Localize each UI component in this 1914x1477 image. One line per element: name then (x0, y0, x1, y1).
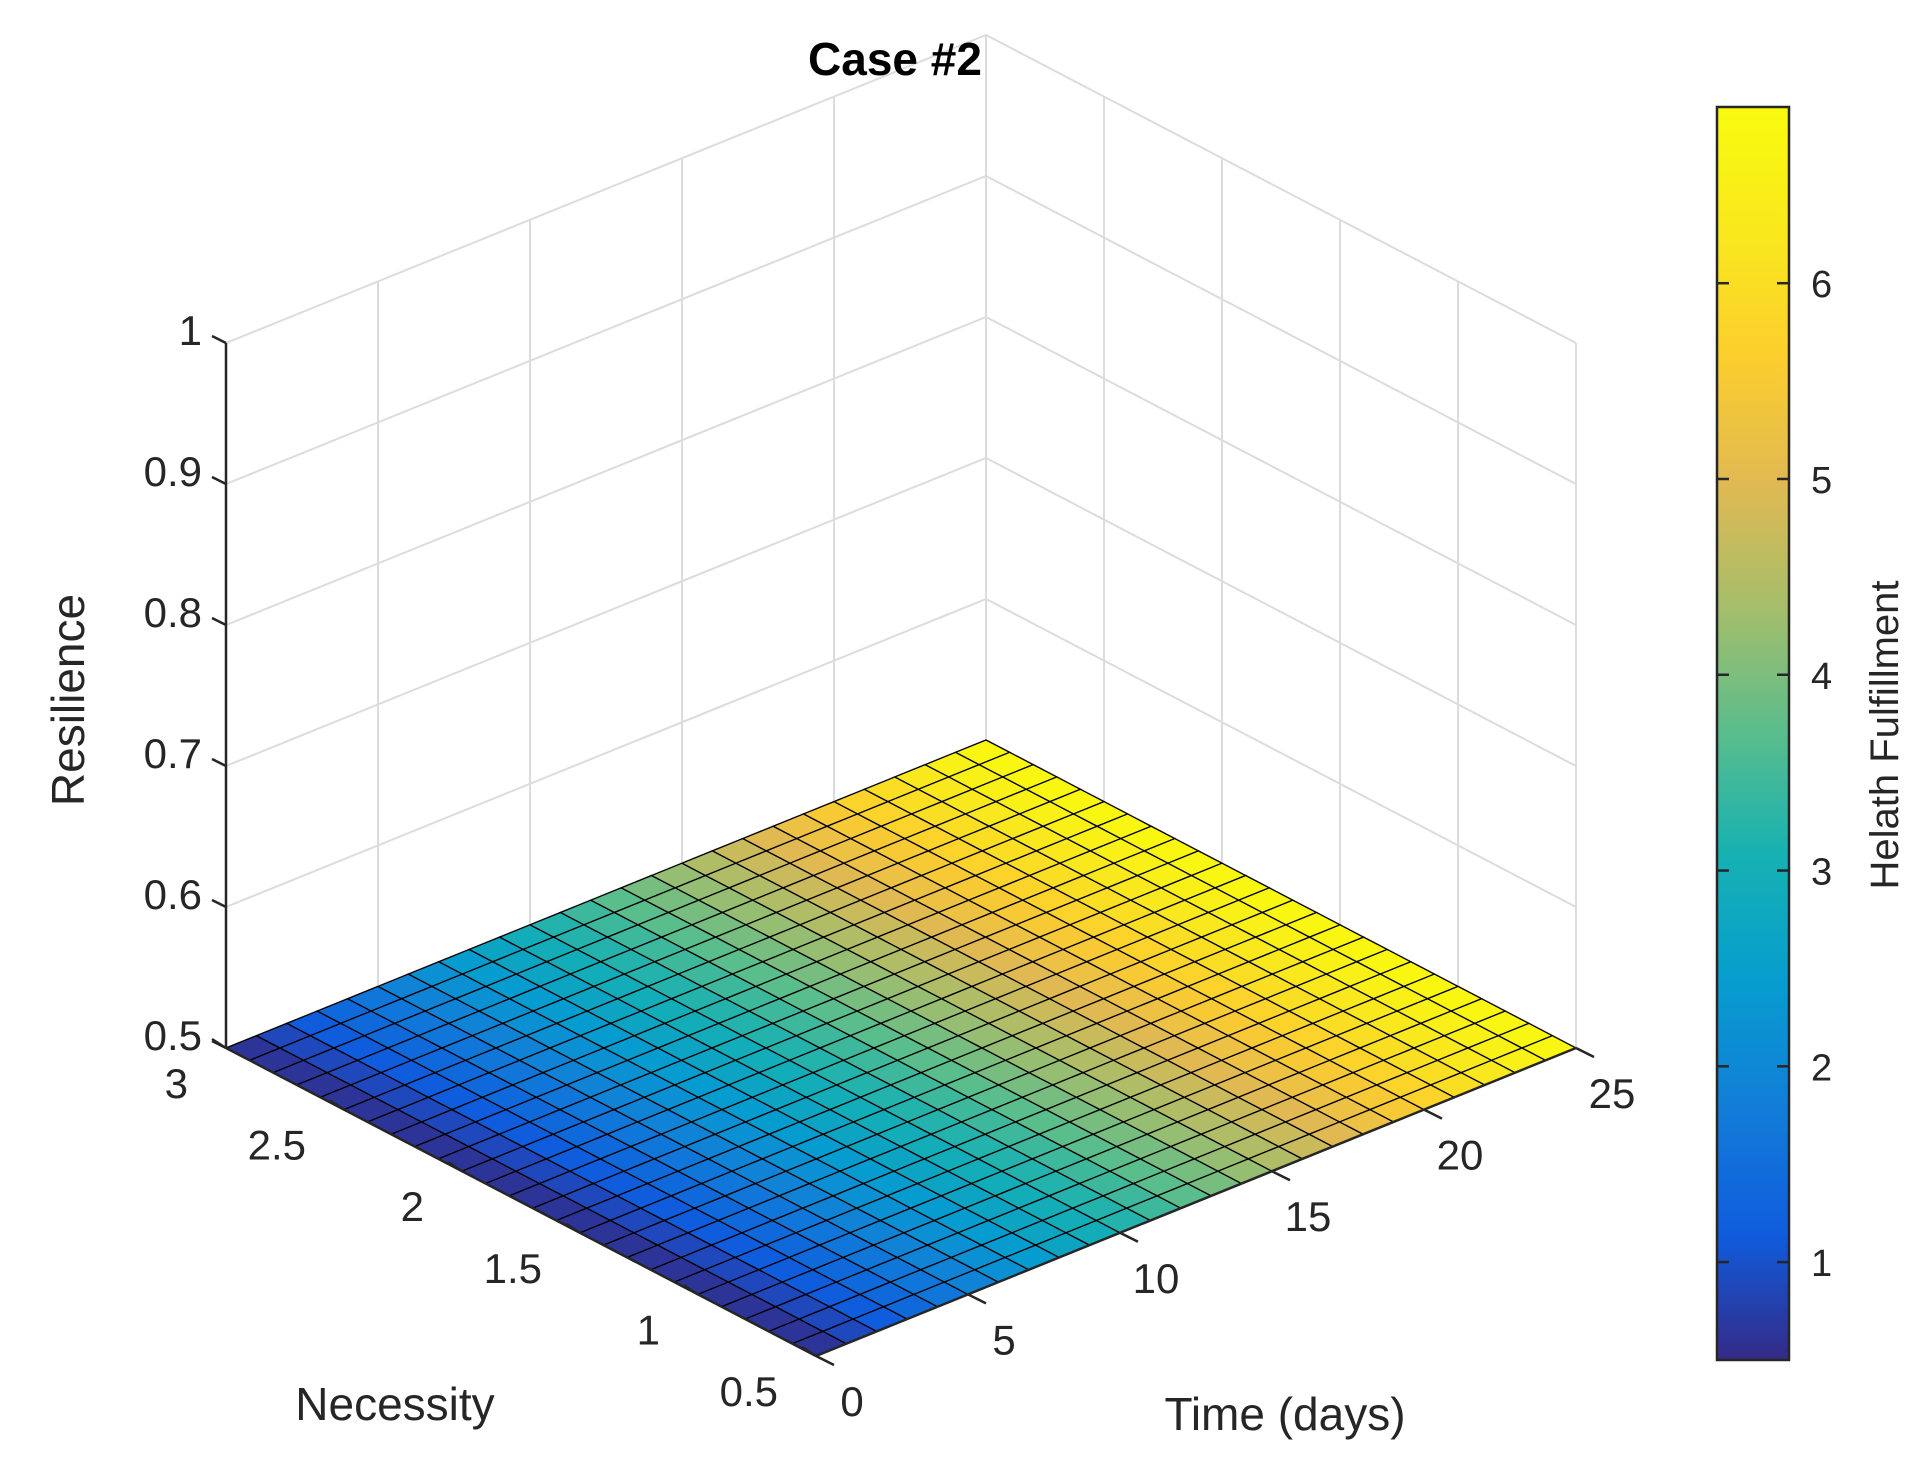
z-tick (211, 898, 227, 909)
colorbar: 1 2 3 4 5 6 Helath Fulfillment (1715, 105, 1907, 1362)
surface-plot (224, 739, 1578, 1357)
z-tick-label: 0.5 (144, 1012, 202, 1059)
z-axis-title: Resilience (42, 594, 94, 806)
y-tick-label: 1.5 (484, 1245, 542, 1292)
z-tick (211, 1039, 227, 1050)
grid-line (225, 174, 1577, 485)
x-tick (1575, 1046, 1595, 1059)
y-axis-title: Necessity (295, 1378, 494, 1430)
grid-line (225, 315, 1577, 626)
y-tick (565, 1222, 581, 1234)
y-tick-label: 2.5 (248, 1122, 306, 1169)
z-tick (211, 334, 227, 345)
x-tick-label: 10 (1133, 1255, 1180, 1302)
x-tick (1271, 1170, 1291, 1182)
x-tick (1423, 1108, 1443, 1120)
y-tick-label: 3 (165, 1060, 188, 1107)
x-tick-label: 15 (1285, 1193, 1332, 1240)
x-tick (1119, 1231, 1139, 1243)
chart-title: Case #2 (808, 33, 982, 85)
y-tick (447, 1161, 463, 1173)
x-tick-label: 0 (840, 1378, 863, 1425)
x-tick-label: 25 (1589, 1070, 1636, 1117)
z-tick (211, 475, 227, 486)
grid-line (225, 456, 1577, 767)
y-tick (683, 1284, 699, 1296)
colorbar-tick-label: 3 (1811, 852, 1832, 894)
y-tick (801, 1345, 817, 1358)
z-tick (211, 616, 227, 627)
z-tick-label: 1 (179, 307, 202, 354)
x-axis-title: Time (days) (1164, 1388, 1405, 1440)
x-tick-label: 5 (992, 1316, 1015, 1363)
z-tick-label: 0.9 (144, 448, 202, 495)
grid-line (225, 597, 1577, 908)
z-tick (211, 757, 227, 768)
colorbar-tick-label: 6 (1811, 264, 1832, 306)
x-axis-line (815, 1046, 1577, 1358)
colorbar-ticks: 1 2 3 4 5 6 (1717, 264, 1832, 1285)
x-tick (967, 1293, 987, 1305)
z-tick-label: 0.7 (144, 730, 202, 777)
colorbar-gradient (1715, 105, 1791, 1362)
colorbar-tick-label: 4 (1811, 656, 1832, 698)
y-tick (329, 1099, 345, 1111)
x-tick-label: 20 (1437, 1132, 1484, 1179)
x-tick (815, 1354, 835, 1367)
z-tick-label: 0.6 (144, 871, 202, 918)
y-tick-label: 0.5 (720, 1368, 778, 1415)
colorbar-tick-label: 5 (1811, 460, 1832, 502)
y-tick-label: 1 (637, 1306, 660, 1353)
grid-line (225, 33, 1577, 344)
colorbar-tick-label: 2 (1811, 1047, 1832, 1089)
z-tick-label: 0.8 (144, 589, 202, 636)
y-tick-label: 2 (401, 1183, 424, 1230)
colorbar-title: Helath Fulfillment (1863, 580, 1907, 889)
colorbar-tick-label: 1 (1811, 1243, 1832, 1285)
axes-lines (224, 343, 1577, 1358)
y-axis-line (225, 1046, 817, 1358)
